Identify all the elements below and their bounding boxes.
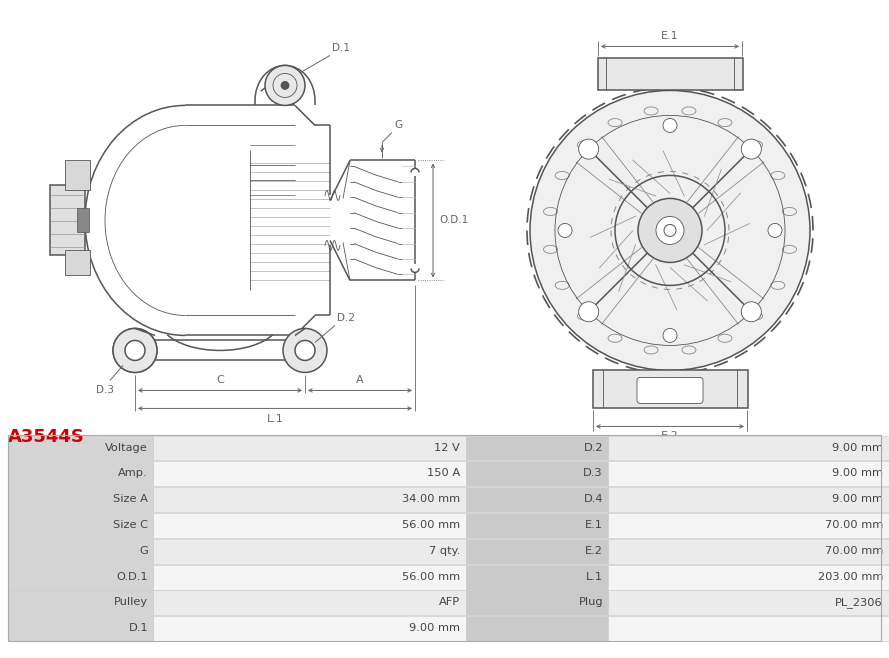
Circle shape	[579, 139, 598, 159]
Bar	[8, 565, 153, 590]
Text: 9.00 mm: 9.00 mm	[832, 443, 883, 453]
Text: 34.00 mm: 34.00 mm	[402, 494, 460, 504]
Text: E.1: E.1	[661, 32, 679, 41]
Circle shape	[663, 118, 677, 132]
Bar	[466, 565, 608, 590]
Bar	[608, 513, 889, 538]
Bar	[8, 488, 153, 512]
Text: D.3: D.3	[583, 468, 603, 478]
Bar	[466, 488, 608, 512]
Text: 56.00 mm: 56.00 mm	[402, 520, 460, 530]
Bar	[153, 565, 466, 590]
Text: E.1: E.1	[585, 520, 603, 530]
Bar	[608, 590, 889, 615]
Text: D.1: D.1	[128, 623, 148, 633]
Bar	[608, 488, 889, 512]
Bar	[153, 617, 466, 641]
Text: O.D.1: O.D.1	[439, 215, 469, 226]
Bar	[608, 436, 889, 461]
Circle shape	[265, 65, 305, 105]
Text: Pulley: Pulley	[114, 597, 148, 607]
Circle shape	[283, 328, 327, 372]
Bar	[593, 370, 748, 409]
Text: 70.00 mm: 70.00 mm	[825, 545, 883, 556]
Text: 12 V: 12 V	[434, 443, 460, 453]
Bar	[608, 461, 889, 486]
Bar	[466, 513, 608, 538]
Bar	[466, 539, 608, 564]
Bar	[8, 590, 153, 615]
Bar	[65, 251, 90, 276]
Text: 56.00 mm: 56.00 mm	[402, 572, 460, 582]
Text: D.4: D.4	[583, 494, 603, 504]
Text: AFP: AFP	[439, 597, 460, 607]
Bar	[153, 513, 466, 538]
Circle shape	[741, 139, 761, 159]
Bar	[466, 590, 608, 615]
Bar	[8, 435, 881, 641]
Text: 150 A: 150 A	[427, 468, 460, 478]
Circle shape	[295, 340, 315, 361]
Text: A: A	[356, 376, 364, 386]
Bar	[153, 590, 466, 615]
Bar	[50, 186, 85, 255]
Text: G: G	[140, 545, 148, 556]
Bar	[153, 461, 466, 486]
Text: C: C	[216, 376, 224, 386]
Bar	[8, 539, 153, 564]
Circle shape	[638, 199, 702, 263]
Text: Size C: Size C	[113, 520, 148, 530]
Text: Plug: Plug	[579, 597, 603, 607]
Circle shape	[125, 340, 145, 361]
Circle shape	[579, 302, 598, 322]
Text: Voltage: Voltage	[105, 443, 148, 453]
Circle shape	[741, 302, 761, 322]
Text: G: G	[394, 120, 402, 130]
Circle shape	[530, 90, 810, 370]
Text: D.2: D.2	[337, 313, 355, 324]
Bar	[8, 436, 153, 461]
Text: PL_2306: PL_2306	[836, 597, 883, 608]
Circle shape	[113, 328, 157, 372]
Bar	[65, 161, 90, 190]
Text: E.2: E.2	[585, 545, 603, 556]
Bar	[8, 513, 153, 538]
Text: Size A: Size A	[113, 494, 148, 504]
Text: L.1: L.1	[586, 572, 603, 582]
Text: Amp.: Amp.	[118, 468, 148, 478]
Text: 7 qty.: 7 qty.	[428, 545, 460, 556]
Text: 70.00 mm: 70.00 mm	[825, 520, 883, 530]
Text: 203.00 mm: 203.00 mm	[818, 572, 883, 582]
Text: D.3: D.3	[96, 386, 114, 395]
Text: D.1: D.1	[332, 43, 350, 53]
Bar	[466, 461, 608, 486]
Text: 9.00 mm: 9.00 mm	[832, 494, 883, 504]
Circle shape	[558, 224, 572, 238]
Bar	[8, 461, 153, 486]
Bar	[8, 617, 153, 641]
Bar	[608, 539, 889, 564]
FancyBboxPatch shape	[637, 378, 703, 403]
Text: 9.00 mm: 9.00 mm	[409, 623, 460, 633]
Bar	[77, 209, 89, 232]
Bar	[598, 59, 743, 90]
Bar	[153, 488, 466, 512]
Circle shape	[281, 82, 289, 89]
Circle shape	[663, 328, 677, 342]
Text: L.1: L.1	[267, 415, 284, 424]
Text: 9.00 mm: 9.00 mm	[832, 468, 883, 478]
Bar	[153, 539, 466, 564]
Circle shape	[656, 216, 684, 244]
Bar	[608, 617, 889, 641]
Circle shape	[768, 224, 782, 238]
Text: E.2: E.2	[661, 432, 679, 442]
Bar	[466, 436, 608, 461]
Bar	[466, 617, 608, 641]
Text: A3544S: A3544S	[8, 428, 84, 445]
Bar	[608, 565, 889, 590]
Text: D.2: D.2	[583, 443, 603, 453]
Text: O.D.1: O.D.1	[116, 572, 148, 582]
Bar	[153, 436, 466, 461]
